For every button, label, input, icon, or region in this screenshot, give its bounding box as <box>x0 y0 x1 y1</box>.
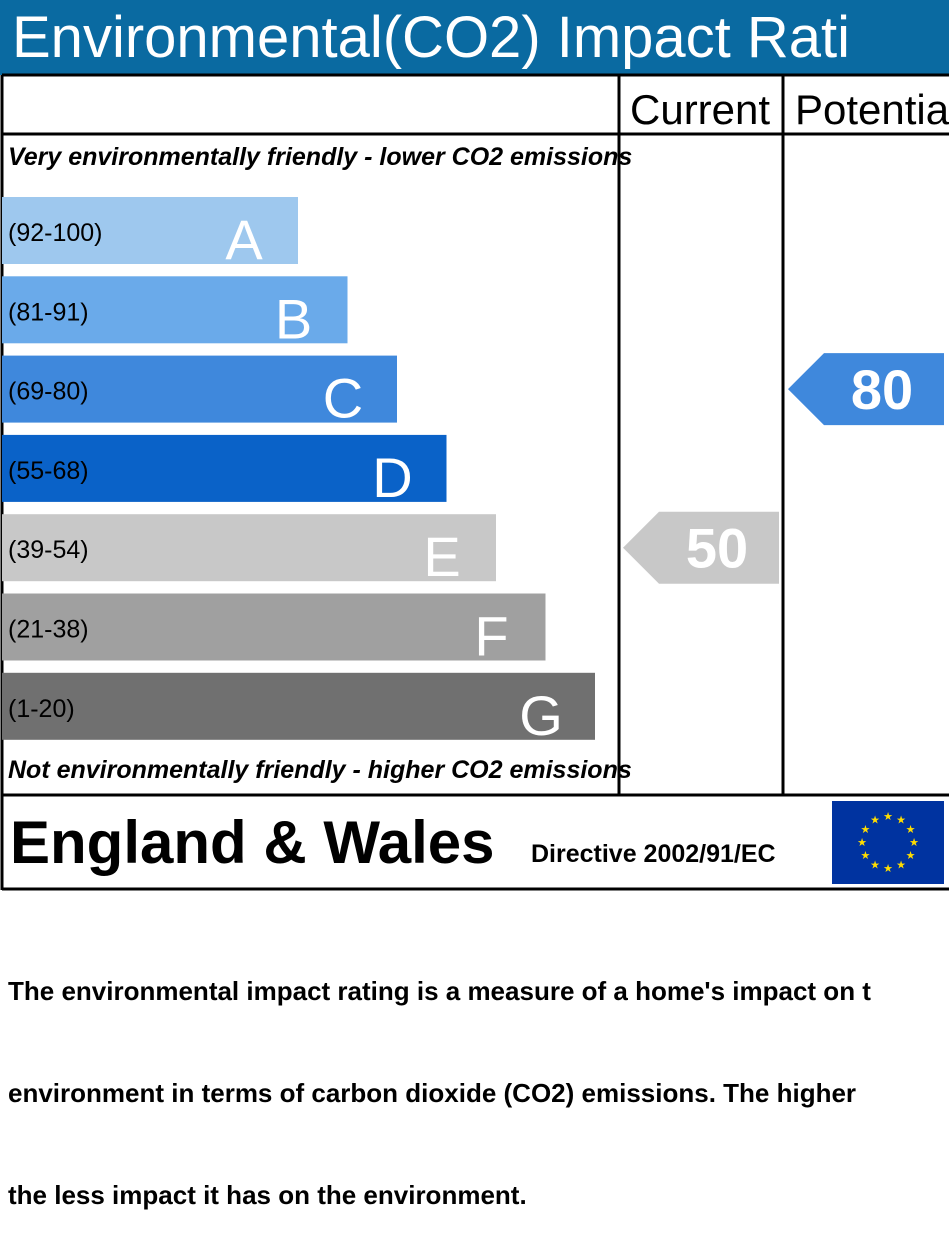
potential-column-header: Potentia <box>795 86 949 133</box>
band-bar-f <box>2 593 546 661</box>
band-range-g: (1-20) <box>8 695 75 723</box>
page-title: Environmental(CO2) Impact Rati <box>12 5 851 70</box>
band-range-c: (69-80) <box>8 378 89 406</box>
band-bar-g <box>2 672 595 740</box>
eu-stars: ★ ★★★★★★★★★★★ <box>857 811 919 875</box>
top-note: Very environmentally friendly - lower CO… <box>8 143 632 171</box>
rating-arrows: 50 80 <box>623 353 944 584</box>
band-range-f: (21-38) <box>8 616 89 644</box>
eu-star-icon: ★ <box>909 837 919 849</box>
band-range-a: (92-100) <box>8 219 103 247</box>
eu-star-icon: ★ <box>883 863 893 875</box>
eu-star-icon: ★ <box>861 850 871 862</box>
band-letter-a: A <box>225 208 263 271</box>
eu-star-icon: ★ <box>906 824 916 836</box>
eu-star-icon: ★ <box>857 837 867 849</box>
band-letter-d: D <box>372 446 412 509</box>
rating-chart: Current Potentia Very environmentally fr… <box>0 73 949 891</box>
eu-star-icon: ★ <box>861 824 871 836</box>
band-letter-g: G <box>519 684 563 747</box>
current-column-header: Current <box>630 86 770 133</box>
band-bar-e <box>2 514 496 582</box>
current-rating-arrow <box>623 511 779 584</box>
eu-star-icon: ★ <box>883 811 893 823</box>
title-bar: Environmental(CO2) Impact Rati <box>0 0 949 75</box>
band-letter-c: C <box>323 367 363 430</box>
potential-rating-arrow <box>788 353 944 426</box>
band-bar-d <box>2 434 447 502</box>
band-bar-b <box>2 276 348 344</box>
band-bar-c <box>2 355 397 423</box>
band-range-b: (81-91) <box>8 298 89 326</box>
band-letter-e: E <box>423 525 460 588</box>
rating-bands: (92-100) A (81-91) B (69-80) C (55-68) D (39-54)… <box>2 197 595 747</box>
current-rating-value: 50 <box>686 517 748 580</box>
band-letter-f: F <box>474 605 508 668</box>
band-bar-a <box>2 197 298 264</box>
footer-region: England & Wales <box>10 809 495 876</box>
eu-star-icon: ★ <box>896 860 906 872</box>
band-letter-b: B <box>275 287 312 350</box>
description-line-3: the less impact it has on the environmen… <box>8 1180 527 1210</box>
eu-flag-icon: ★ ★ ★ ★ ★ ★ ★ ★ ★ ★ ★ ★ <box>832 801 944 884</box>
eu-star-icon: ★ <box>870 860 880 872</box>
description: The environmental impact rating is a mea… <box>8 906 949 1246</box>
footer-directive: Directive 2002/91/EC <box>531 840 776 868</box>
band-range-d: (55-68) <box>8 457 89 485</box>
description-line-2: environment in terms of carbon dioxide (… <box>8 1078 857 1108</box>
bottom-note: Not environmentally friendly - higher CO… <box>8 756 632 784</box>
potential-rating-value: 80 <box>851 358 913 421</box>
eu-star-icon: ★ <box>896 814 906 826</box>
band-range-e: (39-54) <box>8 536 89 564</box>
eu-star-icon: ★ <box>870 814 880 826</box>
description-line-1: The environmental impact rating is a mea… <box>8 976 871 1006</box>
eu-star-icon: ★ <box>906 850 916 862</box>
